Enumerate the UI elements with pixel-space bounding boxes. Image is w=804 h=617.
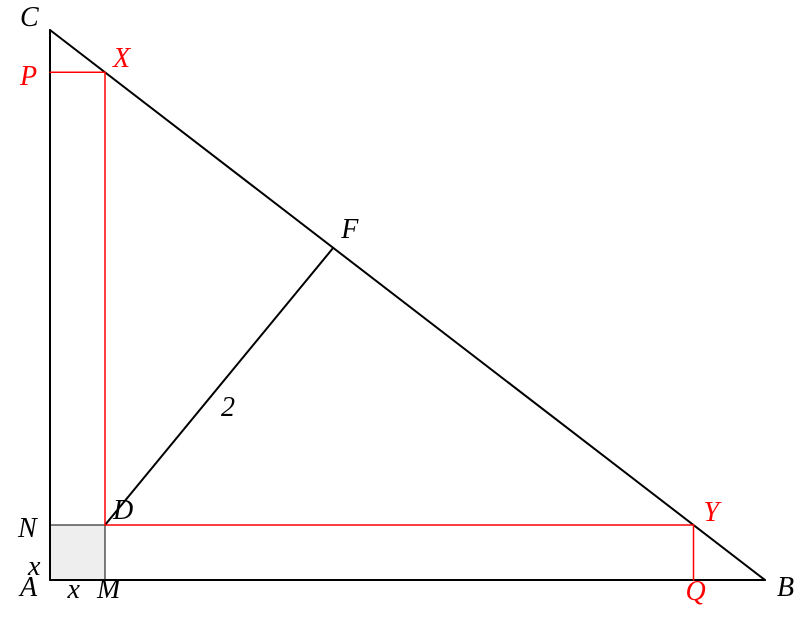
point-label-C: C [20,2,39,34]
point-label-X: X [113,43,130,75]
text-label-1: x [68,574,80,606]
edge-B-C [50,30,765,580]
text-label-2: x [28,551,40,583]
point-label-B: B [777,572,794,604]
point-label-D: D [113,495,133,527]
filled-region [50,525,105,580]
point-label-Q: Q [686,576,706,608]
point-label-Y: Y [704,497,720,529]
point-label-M: M [97,574,120,606]
point-label-F: F [341,214,358,246]
edge-D-F [105,248,333,525]
point-label-N: N [18,513,37,545]
point-label-P: P [20,61,37,93]
text-label-0: 2 [221,392,235,424]
